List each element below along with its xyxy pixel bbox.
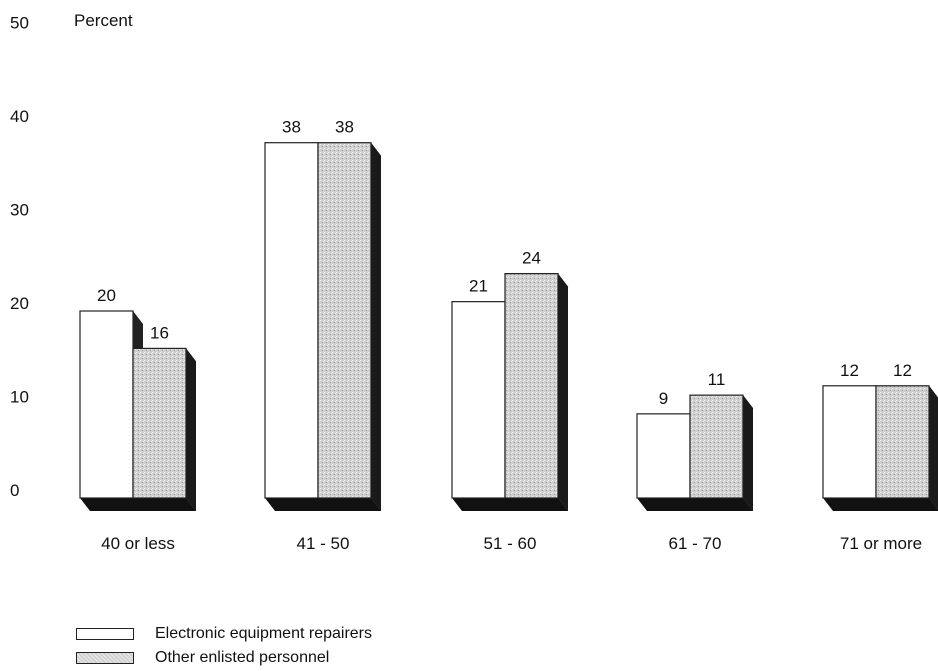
legend: Electronic equipment repairers Other enl…: [76, 622, 372, 670]
y-tick-label-30: 30: [10, 201, 29, 220]
value-label: 12: [840, 361, 859, 380]
value-label: 12: [893, 361, 912, 380]
category-label: 41 - 50: [297, 534, 350, 553]
legend-item-other: Other enlisted personnel: [76, 646, 372, 670]
bar-other-1: [317, 142, 372, 499]
bar-repairers-4: [822, 385, 877, 499]
legend-swatch-repairers: [76, 628, 134, 640]
y-tick-label-50: 50: [10, 14, 29, 33]
y-tick-label-20: 20: [10, 294, 29, 313]
y-axis: 0 10 20 30 40 50: [10, 14, 29, 501]
bar-side-face: [186, 348, 196, 511]
legend-item-repairers: Electronic equipment repairers: [76, 622, 372, 646]
bar-repairers-1: [264, 142, 319, 499]
y-tick-label-0: 0: [10, 481, 19, 500]
category-label: 71 or more: [840, 534, 922, 553]
value-label: 21: [469, 277, 488, 296]
category-label: 40 or less: [101, 534, 175, 553]
bar-base-shadow: [80, 498, 196, 511]
value-label: 20: [97, 286, 116, 305]
bar-base-shadow: [265, 498, 381, 511]
bar-base-shadow: [452, 498, 568, 511]
bar-side-face: [929, 385, 938, 510]
value-labels: 20 16 38 38 21 24 9 11 12 12: [97, 118, 912, 408]
value-label: 38: [282, 118, 301, 137]
y-axis-label: Percent: [74, 11, 133, 30]
y-tick-label-40: 40: [10, 107, 29, 126]
value-label: 24: [522, 249, 541, 268]
bar-side-face: [371, 142, 381, 511]
value-label: 16: [150, 323, 169, 342]
bar-other-3: [689, 394, 744, 499]
legend-swatch-other: [76, 652, 134, 664]
bar-base-shadow: [637, 498, 753, 511]
value-label: 11: [708, 370, 726, 389]
bars: [79, 142, 938, 511]
bar-other-2: [504, 273, 559, 499]
y-tick-label-10: 10: [10, 388, 29, 407]
category-labels: 40 or less 41 - 50 51 - 60 61 - 70 71 or mor…: [101, 534, 922, 553]
bar-side-face: [743, 395, 753, 511]
bar-repairers-3: [636, 413, 691, 499]
bar-other-4: [875, 385, 930, 499]
category-label: 51 - 60: [484, 534, 537, 553]
legend-label-repairers: Electronic equipment repairers: [155, 625, 372, 642]
value-label: 38: [335, 118, 354, 137]
bar-repairers-2: [451, 301, 506, 499]
bar-other-0: [132, 347, 187, 499]
bar-base-shadow: [823, 498, 938, 511]
value-label: 9: [659, 389, 668, 408]
legend-label-other: Other enlisted personnel: [155, 649, 330, 666]
bar-side-face: [558, 273, 568, 511]
bar-repairers-0: [79, 310, 134, 499]
category-label: 61 - 70: [669, 534, 722, 553]
